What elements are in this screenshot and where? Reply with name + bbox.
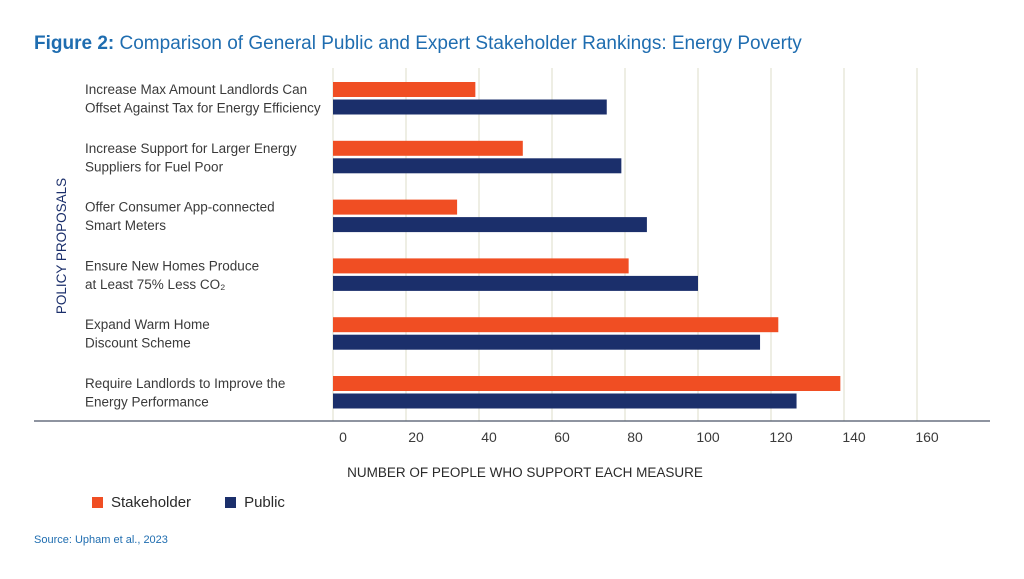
x-axis-title: NUMBER OF PEOPLE WHO SUPPORT EACH MEASUR… bbox=[347, 465, 703, 480]
x-tick-label: 0 bbox=[339, 429, 347, 445]
chart-title-prefix: Figure 2: bbox=[34, 33, 115, 54]
legend-label-public: Public bbox=[244, 494, 285, 511]
category-label: Ensure New Homes Produce bbox=[85, 258, 259, 273]
source-note: Source: Upham et al., 2023 bbox=[34, 534, 168, 546]
bar-stakeholder bbox=[333, 376, 841, 391]
category-label: Smart Meters bbox=[85, 218, 166, 233]
category-label: Discount Scheme bbox=[85, 336, 191, 351]
legend-swatch-stakeholder bbox=[92, 497, 103, 508]
legend-item-public: Public bbox=[225, 494, 285, 511]
bar-stakeholder bbox=[333, 140, 523, 156]
chart-title-text: Comparison of General Public and Expert … bbox=[119, 33, 802, 54]
category-label: Suppliers for Fuel Poor bbox=[85, 159, 224, 174]
bar-public bbox=[333, 99, 607, 115]
x-tick-label: 20 bbox=[408, 429, 424, 445]
x-tick-label: 100 bbox=[696, 429, 720, 445]
legend-swatch-public bbox=[225, 497, 237, 508]
bar-stakeholder bbox=[333, 199, 458, 215]
chart-legend: Stakeholder Public bbox=[92, 494, 319, 511]
x-tick-label: 60 bbox=[554, 429, 570, 445]
bar-stakeholder bbox=[333, 82, 476, 97]
legend-label-stakeholder: Stakeholder bbox=[111, 494, 192, 511]
category-label: at Least 75% Less CO₂ bbox=[85, 277, 225, 292]
legend-item-stakeholder: Stakeholder bbox=[92, 494, 191, 511]
bar-public bbox=[333, 334, 761, 350]
x-tick-label: 80 bbox=[627, 429, 643, 445]
category-label: Offset Against Tax for Energy Efficiency bbox=[85, 101, 321, 116]
bar-public bbox=[333, 158, 622, 174]
category-label: Require Landlords to Improve the bbox=[85, 376, 285, 391]
bar-stakeholder bbox=[333, 317, 779, 333]
category-label: Energy Performance bbox=[85, 395, 209, 410]
category-label: Increase Support for Larger Energy bbox=[85, 141, 297, 156]
chart-title: Figure 2: Comparison of General Public a… bbox=[34, 33, 802, 55]
y-axis-title: POLICY PROPOSALS bbox=[54, 178, 69, 314]
category-label: Offer Consumer App-connected bbox=[85, 200, 275, 215]
x-tick-label: 160 bbox=[915, 429, 939, 445]
x-tick-label: 140 bbox=[842, 429, 866, 445]
bar-public bbox=[333, 275, 698, 291]
bar-stakeholder bbox=[333, 258, 629, 274]
bar-public bbox=[333, 393, 797, 409]
category-label: Increase Max Amount Landlords Can bbox=[85, 82, 307, 97]
category-label: Expand Warm Home bbox=[85, 317, 210, 332]
bar-public bbox=[333, 217, 647, 233]
x-tick-label: 120 bbox=[769, 429, 793, 445]
x-tick-label: 40 bbox=[481, 429, 497, 445]
